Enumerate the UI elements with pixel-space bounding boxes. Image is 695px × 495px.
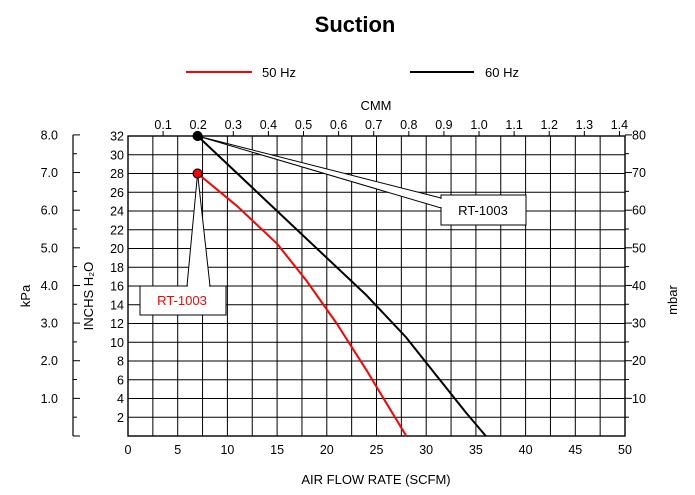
x-tick-label: 0 bbox=[125, 443, 132, 457]
kpa-tick-label: 5.0 bbox=[41, 241, 58, 255]
legend-label-50hz: 50 Hz bbox=[262, 65, 296, 80]
kpa-tick-label: 4.0 bbox=[41, 279, 58, 293]
inches-tick-label: 8 bbox=[117, 355, 124, 369]
inches-tick-label: 10 bbox=[110, 336, 124, 350]
callout-pointer-60hz bbox=[197, 135, 442, 209]
x-tick-label: 45 bbox=[568, 443, 582, 457]
inches-tick-label: 18 bbox=[110, 261, 124, 275]
inches-tick-label: 24 bbox=[110, 205, 124, 219]
mbar-tick-label: 70 bbox=[632, 166, 646, 180]
inches-tick-label: 12 bbox=[110, 317, 124, 331]
x-tick-label: 40 bbox=[519, 443, 533, 457]
callout-box-60hz bbox=[440, 194, 527, 226]
kpa-axis-label: kPa bbox=[18, 284, 33, 307]
x-tick-labels: 0 5 10 15 20 25 30 35 40 45 50 bbox=[125, 443, 632, 457]
x-tick-label: 20 bbox=[320, 443, 334, 457]
mbar-tick-label: 80 bbox=[632, 128, 646, 142]
callouts: RT-1003 RT-1003 bbox=[139, 131, 527, 316]
plot-frame bbox=[127, 135, 626, 437]
top-tick-label: 1.3 bbox=[576, 118, 593, 132]
mbar-axis-label: mbar bbox=[665, 285, 680, 315]
mbar-tick-label: 40 bbox=[632, 279, 646, 293]
kpa-tick-label: 6.0 bbox=[41, 204, 58, 218]
x-tick-label: 50 bbox=[618, 443, 632, 457]
top-tick-label: 1.1 bbox=[505, 118, 522, 132]
top-tick-label: 0.7 bbox=[365, 118, 382, 132]
inches-tick-label: 14 bbox=[110, 298, 124, 312]
top-tick-labels: 0.1 0.2 0.3 0.4 0.5 0.6 0.7 0.8 0.9 1.0 1.1 1.2 1.3 1… bbox=[154, 118, 628, 132]
top-tick-label: 0.6 bbox=[330, 118, 347, 132]
callout-label-50hz: RT-1003 bbox=[157, 293, 207, 308]
kpa-tick-label: 8.0 bbox=[41, 128, 58, 142]
chart-title: Suction bbox=[315, 12, 396, 37]
mbar-tick-label: 20 bbox=[632, 354, 646, 368]
top-tick-label: 0.4 bbox=[260, 118, 277, 132]
kpa-tick-label: 7.0 bbox=[41, 166, 58, 180]
marker-60hz bbox=[192, 131, 203, 141]
mbar-tick-labels: 10 20 30 40 50 60 70 80 bbox=[632, 128, 646, 405]
inches-axis-label: INCHS H₂O bbox=[81, 262, 96, 331]
x-tick-label: 35 bbox=[469, 443, 483, 457]
callout-label-60hz: RT-1003 bbox=[458, 203, 508, 218]
x-tick-label: 25 bbox=[370, 443, 384, 457]
top-tick-label: 0.9 bbox=[435, 118, 452, 132]
inches-tick-label: 32 bbox=[110, 130, 124, 144]
top-tick-label: 0.3 bbox=[225, 118, 242, 132]
inches-tick-label: 28 bbox=[110, 167, 124, 181]
inches-tick-label: 4 bbox=[117, 392, 124, 406]
top-tick-label: 1.4 bbox=[611, 118, 628, 132]
inches-tick-label: 20 bbox=[110, 242, 124, 256]
inches-tick-label: 16 bbox=[110, 280, 124, 294]
top-tick-label: 0.8 bbox=[400, 118, 417, 132]
legend: 50 Hz 60 Hz bbox=[186, 65, 519, 80]
curve-60hz bbox=[196, 135, 487, 437]
x-tick-label: 5 bbox=[174, 443, 181, 457]
x-tick-label: 10 bbox=[220, 443, 234, 457]
kpa-tick-label: 1.0 bbox=[41, 392, 58, 406]
inches-tick-label: 6 bbox=[117, 373, 124, 387]
mbar-tick-label: 50 bbox=[632, 241, 646, 255]
marker-50hz bbox=[192, 168, 203, 179]
top-tick-label: 0.1 bbox=[154, 118, 171, 132]
x-tick-label: 30 bbox=[419, 443, 433, 457]
mbar-tick-label: 60 bbox=[632, 204, 646, 218]
kpa-tick-label: 3.0 bbox=[41, 317, 58, 331]
top-axis-label: CMM bbox=[360, 98, 391, 113]
mbar-tick-label: 10 bbox=[632, 392, 646, 406]
x-tick-label: 15 bbox=[270, 443, 284, 457]
legend-label-60hz: 60 Hz bbox=[485, 65, 519, 80]
top-tick-label: 0.2 bbox=[190, 118, 207, 132]
inches-tick-label: 22 bbox=[110, 223, 124, 237]
callout-box-50hz bbox=[139, 285, 227, 316]
top-tick-label: 0.5 bbox=[295, 118, 312, 132]
mbar-tick-label: 30 bbox=[632, 317, 646, 331]
top-tick-label: 1.2 bbox=[541, 118, 558, 132]
inches-tick-label: 30 bbox=[110, 148, 124, 162]
inches-tick-label: 2 bbox=[117, 411, 124, 425]
inches-tick-label: 26 bbox=[110, 186, 124, 200]
x-axis-label: AIR FLOW RATE (SCFM) bbox=[301, 472, 450, 487]
kpa-tick-label: 2.0 bbox=[41, 354, 58, 368]
curve-50hz bbox=[196, 172, 408, 437]
kpa-tick-labels: 1.0 2.0 3.0 4.0 5.0 6.0 7.0 8.0 bbox=[41, 128, 58, 405]
top-tick-label: 1.0 bbox=[470, 118, 487, 132]
